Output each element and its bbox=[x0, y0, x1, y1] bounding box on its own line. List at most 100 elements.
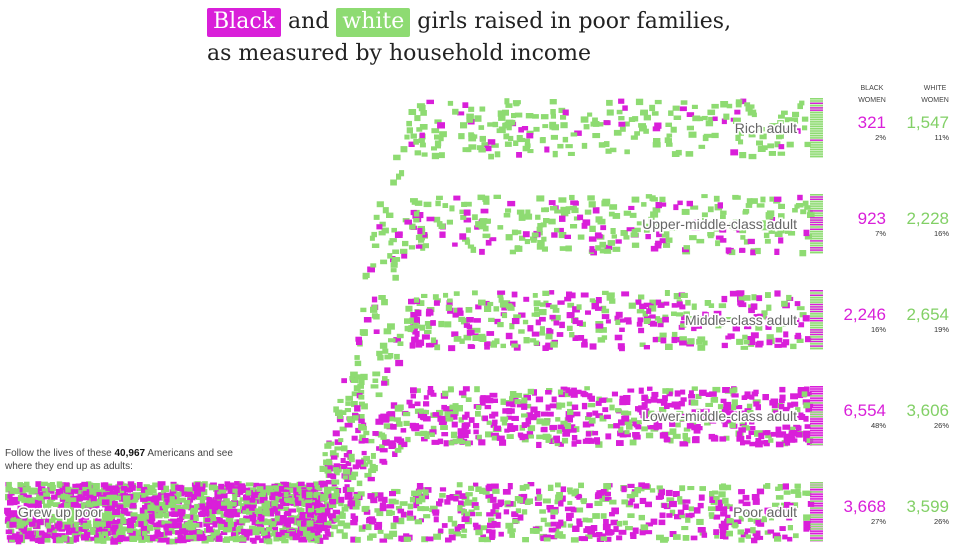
tick bbox=[810, 116, 823, 118]
dot bbox=[214, 494, 223, 500]
dot bbox=[468, 136, 477, 142]
tick bbox=[810, 523, 823, 525]
dot bbox=[539, 316, 546, 322]
dot bbox=[519, 485, 526, 491]
tick bbox=[810, 194, 823, 196]
dot bbox=[569, 194, 575, 201]
dot bbox=[478, 299, 486, 306]
dot bbox=[640, 524, 649, 531]
dot bbox=[273, 535, 280, 542]
tick bbox=[810, 509, 823, 512]
dot bbox=[391, 259, 398, 265]
dot bbox=[557, 300, 565, 305]
dot bbox=[585, 431, 592, 437]
dot bbox=[338, 496, 345, 503]
dot bbox=[542, 345, 549, 351]
dot bbox=[432, 511, 440, 516]
dot bbox=[667, 402, 673, 408]
dot bbox=[738, 537, 745, 543]
dot bbox=[491, 435, 499, 441]
dot bbox=[731, 399, 738, 406]
dot bbox=[600, 513, 607, 519]
dot bbox=[679, 340, 687, 346]
dot bbox=[585, 534, 593, 539]
dot bbox=[38, 508, 44, 514]
dot bbox=[712, 490, 719, 495]
dot bbox=[588, 201, 596, 208]
dot bbox=[260, 530, 268, 536]
dot bbox=[673, 401, 679, 407]
tick bbox=[810, 495, 823, 498]
dot bbox=[143, 535, 150, 542]
dot bbox=[390, 424, 397, 430]
dot bbox=[776, 326, 783, 333]
dot bbox=[739, 228, 747, 234]
dot bbox=[127, 493, 134, 499]
dot bbox=[466, 113, 474, 120]
dot bbox=[414, 401, 421, 407]
dot bbox=[297, 529, 304, 536]
dot bbox=[551, 124, 559, 131]
dot bbox=[530, 406, 538, 413]
tick bbox=[810, 326, 823, 329]
dot bbox=[533, 340, 540, 346]
dot bbox=[599, 327, 607, 333]
dot bbox=[90, 536, 97, 541]
dot bbox=[482, 233, 491, 239]
dot bbox=[582, 338, 588, 344]
dot bbox=[685, 517, 691, 523]
dot bbox=[438, 320, 445, 328]
dot bbox=[742, 494, 750, 501]
dot bbox=[514, 245, 521, 250]
dot bbox=[348, 453, 355, 459]
dot bbox=[480, 398, 486, 403]
dot bbox=[713, 225, 722, 232]
dot bbox=[781, 300, 788, 307]
dot bbox=[703, 312, 709, 318]
dot bbox=[397, 404, 404, 411]
dot bbox=[113, 532, 121, 538]
dot bbox=[621, 291, 630, 297]
dot bbox=[414, 115, 421, 122]
dot bbox=[622, 520, 628, 526]
dot bbox=[557, 424, 564, 430]
dot bbox=[371, 313, 378, 319]
dot bbox=[505, 119, 514, 126]
dot bbox=[453, 291, 460, 296]
dot bbox=[639, 342, 646, 347]
dot bbox=[479, 487, 485, 494]
dot bbox=[514, 392, 523, 398]
dot bbox=[549, 424, 558, 431]
dot bbox=[408, 245, 415, 250]
dot bbox=[583, 124, 590, 130]
dot bbox=[795, 488, 801, 493]
dot bbox=[316, 524, 323, 531]
tick bbox=[810, 427, 823, 429]
dot bbox=[721, 506, 728, 512]
dot bbox=[779, 394, 786, 401]
dot bbox=[417, 228, 423, 234]
dot bbox=[588, 421, 595, 427]
dot bbox=[141, 492, 149, 499]
dot bbox=[147, 500, 156, 507]
dot bbox=[6, 535, 13, 540]
dot bbox=[488, 317, 495, 322]
dot bbox=[262, 510, 270, 517]
dot bbox=[536, 195, 545, 202]
dot bbox=[549, 403, 557, 409]
dot bbox=[358, 378, 365, 385]
dot bbox=[479, 401, 486, 406]
dot bbox=[100, 537, 107, 544]
dot bbox=[394, 436, 402, 443]
dot bbox=[129, 535, 137, 542]
dot bbox=[479, 106, 486, 112]
dot bbox=[278, 498, 285, 503]
dot bbox=[381, 380, 388, 386]
dot bbox=[279, 515, 287, 521]
dot bbox=[306, 487, 313, 494]
dot bbox=[689, 235, 697, 241]
dot bbox=[82, 522, 90, 530]
dot bbox=[613, 526, 619, 533]
dot bbox=[713, 495, 720, 500]
dot bbox=[505, 103, 513, 108]
